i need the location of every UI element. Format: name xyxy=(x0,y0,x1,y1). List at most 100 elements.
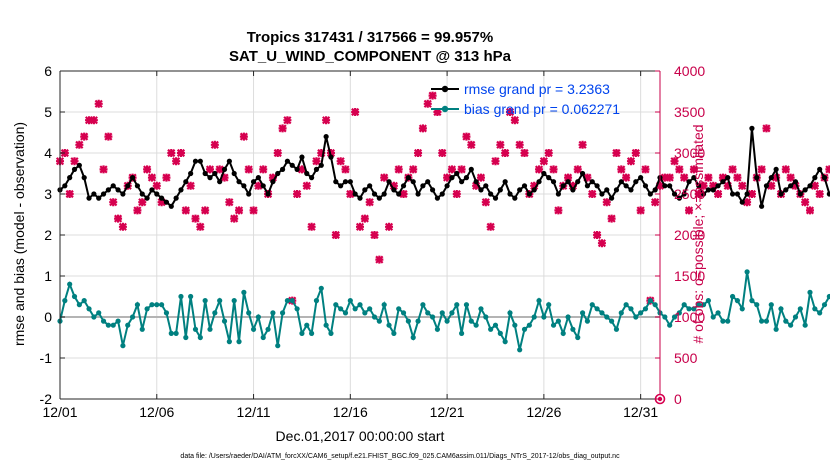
bias-point xyxy=(715,310,721,316)
bias-point xyxy=(468,318,474,324)
assimilated-marker-plus xyxy=(239,132,248,141)
rmse-point xyxy=(396,191,402,197)
assimilated-marker xyxy=(602,198,611,207)
assimilated-marker xyxy=(704,173,713,182)
chart-title: Tropics 317431 / 317566 = 99.957% xyxy=(247,29,493,46)
assimilated-marker-plus xyxy=(104,132,113,141)
assimilated-marker xyxy=(534,165,544,174)
bias-line xyxy=(59,271,830,351)
bias-point xyxy=(604,314,610,320)
assimilated-marker-plus xyxy=(786,173,795,182)
assimilated-marker-plus xyxy=(539,157,548,166)
rmse-point xyxy=(739,199,745,205)
bias-point xyxy=(584,318,591,324)
bias-point xyxy=(362,310,368,316)
rmse-point xyxy=(96,195,102,201)
rmse-point xyxy=(420,183,426,189)
rmse-point xyxy=(647,191,653,197)
assimilated-marker-plus xyxy=(554,206,563,215)
bias-point xyxy=(71,293,78,300)
x-tick-label: 12/21 xyxy=(430,404,465,420)
bias-point xyxy=(613,326,620,332)
assimilated-marker xyxy=(491,157,500,166)
bias-point xyxy=(415,318,421,324)
rmse-point xyxy=(565,179,571,185)
rmse-point xyxy=(183,179,189,185)
rmse-point xyxy=(173,195,179,201)
assimilated-marker-plus xyxy=(225,198,234,207)
rmse-point xyxy=(289,162,295,168)
assimilated-marker xyxy=(109,198,118,207)
assimilated-marker xyxy=(684,206,694,215)
assimilated-marker-plus xyxy=(118,222,127,231)
assimilated-marker-plus xyxy=(152,181,161,190)
rmse-point xyxy=(488,191,494,197)
assimilated-marker xyxy=(428,91,437,100)
bias-point xyxy=(347,298,353,304)
rmse-point xyxy=(434,195,441,201)
y-tick-label: 4 xyxy=(44,145,52,161)
rmse-point xyxy=(802,187,808,193)
assimilated-marker xyxy=(283,116,292,125)
rmse-point xyxy=(125,183,131,189)
rmse-point xyxy=(817,166,823,172)
rmse-point xyxy=(318,162,324,168)
assimilated-marker xyxy=(607,214,616,223)
rmse-point xyxy=(236,179,242,185)
bias-point xyxy=(299,330,305,336)
bias-point xyxy=(826,293,830,300)
bias-point xyxy=(212,310,218,316)
y-tick-label: 0 xyxy=(44,309,52,325)
assimilated-marker xyxy=(230,214,239,223)
assimilated-marker xyxy=(380,173,389,182)
bias-point xyxy=(594,306,600,312)
rmse-point xyxy=(100,191,107,197)
data-file-footer: data file: /Users/raeder/DAI/ATM_forcXX/… xyxy=(180,453,620,460)
y-right-tick-label: 2500 xyxy=(674,186,705,202)
assimilated-marker-plus xyxy=(365,198,374,207)
bias-point xyxy=(565,314,571,320)
assimilated-marker-plus xyxy=(409,165,418,174)
assimilated-marker xyxy=(365,198,374,207)
bias-point xyxy=(478,306,484,312)
bias-point xyxy=(367,306,373,312)
rmse-point xyxy=(546,175,552,181)
bias-point xyxy=(284,298,291,304)
bias-point xyxy=(410,334,416,341)
rmse-point xyxy=(338,183,344,189)
assimilated-marker xyxy=(728,165,737,174)
bias-point xyxy=(642,306,649,312)
assimilated-marker xyxy=(210,140,219,149)
rmse-point xyxy=(512,195,518,201)
rmse-point xyxy=(444,183,450,189)
assimilated-marker xyxy=(597,239,607,248)
assimilated-marker xyxy=(133,206,142,215)
assimilated-marker-plus xyxy=(675,165,684,174)
assimilated-marker xyxy=(312,157,321,166)
bias-point xyxy=(802,322,808,328)
bias-point xyxy=(76,302,82,308)
assimilated-marker xyxy=(143,165,152,174)
bias-point xyxy=(231,298,237,304)
assimilated-marker-plus xyxy=(757,165,766,174)
assimilated-marker-plus xyxy=(496,140,505,149)
assimilated-marker-plus xyxy=(259,165,268,174)
assimilated-marker xyxy=(713,189,723,199)
assimilated-marker-plus xyxy=(273,149,282,157)
bias-point xyxy=(763,318,770,324)
bias-point xyxy=(91,314,97,320)
rmse-point xyxy=(217,179,223,185)
bias-point xyxy=(662,314,668,320)
assimilated-marker xyxy=(699,181,708,190)
rmse-point xyxy=(623,183,629,189)
assimilated-marker xyxy=(302,181,311,190)
assimilated-marker-plus xyxy=(70,157,79,166)
rmse-point xyxy=(463,175,470,181)
assimilated-marker xyxy=(680,173,689,182)
bias-point xyxy=(159,302,165,308)
assimilated-marker-plus xyxy=(186,181,195,190)
rmse-point xyxy=(129,175,136,181)
assimilated-marker-plus xyxy=(491,157,500,166)
bias-point xyxy=(405,318,411,324)
assimilated-marker-plus xyxy=(385,222,394,231)
